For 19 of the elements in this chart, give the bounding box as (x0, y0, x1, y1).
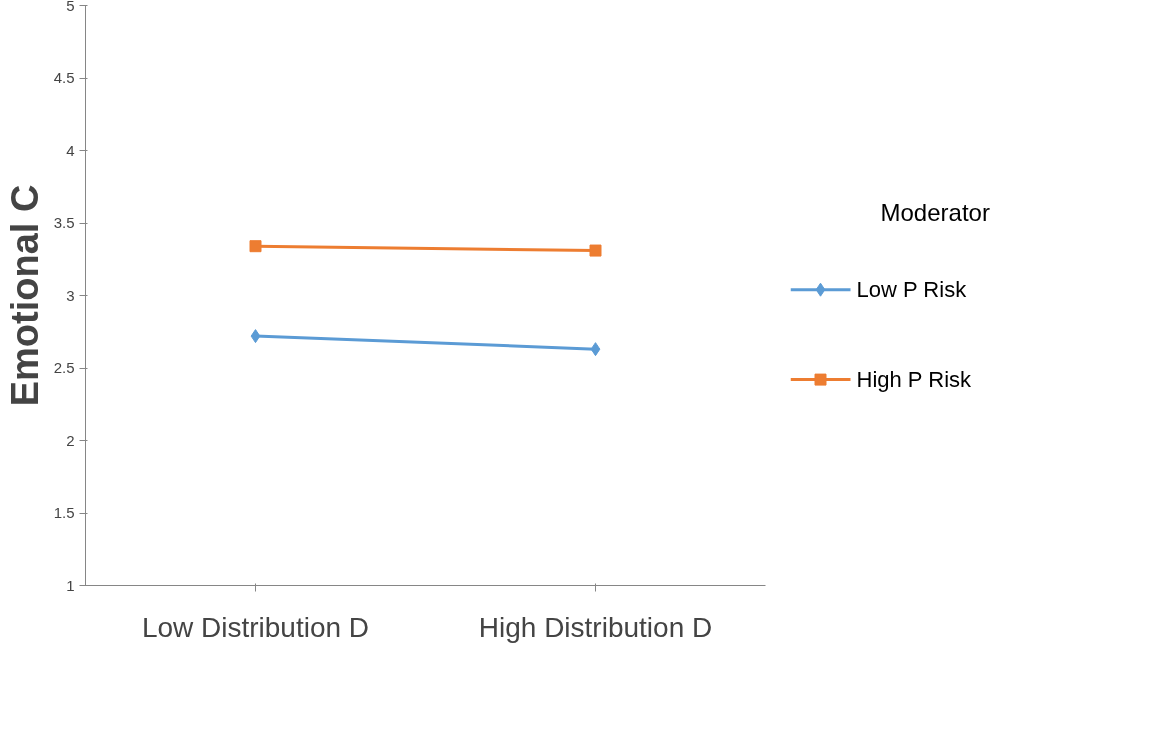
y-tick-label: 3 (66, 286, 75, 304)
point (250, 329, 261, 344)
x-tick-label: Low Distribution D (141, 611, 370, 643)
point (590, 342, 601, 357)
legend-label: High P Risk (856, 367, 973, 393)
y-tick-label: 1.5 (53, 504, 75, 521)
y-tick-label: 4.5 (53, 69, 75, 86)
y-tick-label: 2.5 (53, 359, 75, 376)
legend-label: Low P Risk (856, 277, 968, 303)
y-tick-label: 1 (66, 576, 75, 594)
point (249, 240, 262, 253)
point (589, 244, 602, 257)
y-tick-label: 4 (66, 141, 75, 159)
y-tick-label: 2 (66, 431, 75, 449)
y-axis-title: Emotional C (3, 184, 46, 407)
x-tick-label: High Distribution D (478, 611, 713, 643)
y-tick-label: 3.5 (53, 214, 75, 231)
y-tick-label: 5 (66, 0, 75, 14)
legend-title: Moderator (880, 198, 990, 226)
